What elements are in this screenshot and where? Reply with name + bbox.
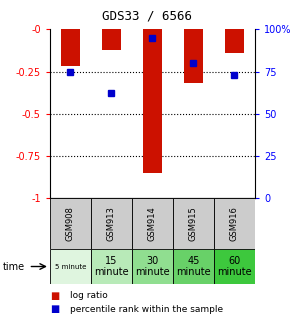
Bar [214,249,255,284]
Bar [91,249,132,284]
Bar [50,198,91,249]
Text: 60
minute: 60 minute [217,256,252,277]
Bar [225,29,244,53]
Text: ■: ■ [50,304,59,314]
Text: log ratio: log ratio [70,291,108,301]
Text: 5 minute: 5 minute [54,264,86,269]
Text: time: time [3,262,25,271]
Bar [91,198,132,249]
Bar [173,249,214,284]
Text: GSM914: GSM914 [148,206,157,241]
Bar [132,249,173,284]
Bar [132,198,173,249]
Text: ■: ■ [50,291,59,301]
Text: GSM913: GSM913 [107,206,116,241]
Text: 30
minute: 30 minute [135,256,170,277]
Text: GSM908: GSM908 [66,206,75,241]
Bar [173,198,214,249]
Bar [214,198,255,249]
Text: GSM916: GSM916 [230,206,239,241]
Bar [61,29,80,66]
Bar [143,29,162,173]
Bar [50,249,91,284]
Text: 45
minute: 45 minute [176,256,211,277]
Text: GDS33 / 6566: GDS33 / 6566 [101,10,192,23]
Text: GSM915: GSM915 [189,206,198,241]
Bar [102,29,121,50]
Bar [184,29,203,83]
Text: 15
minute: 15 minute [94,256,129,277]
Text: percentile rank within the sample: percentile rank within the sample [70,304,224,314]
